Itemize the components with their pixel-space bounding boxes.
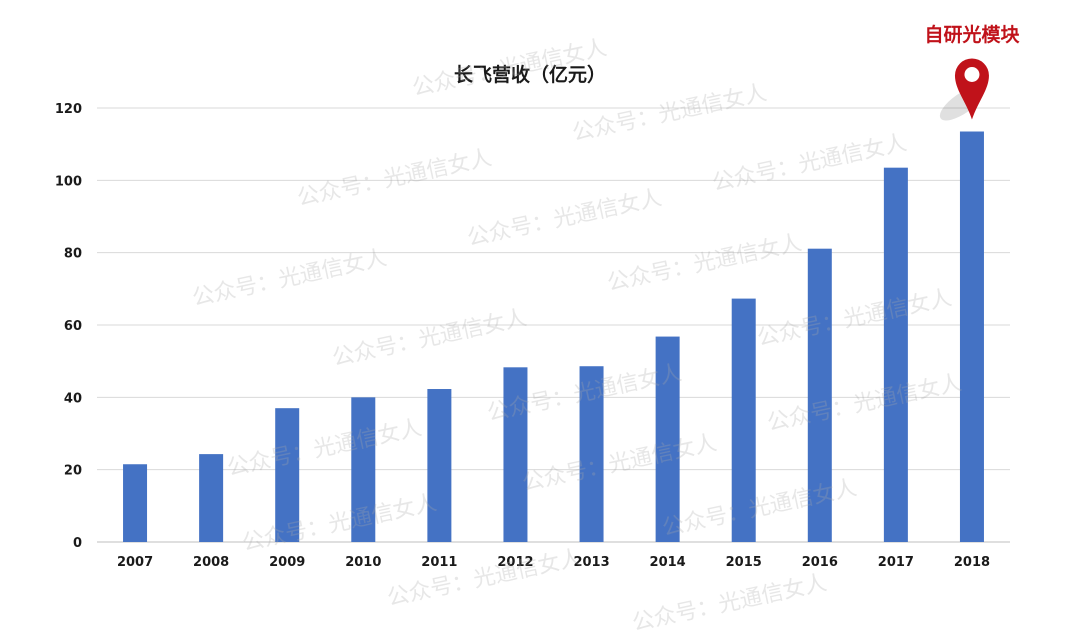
- x-tick-label: 2016: [802, 555, 838, 570]
- y-tick-label: 120: [55, 102, 82, 117]
- bar: [883, 167, 908, 543]
- x-tick-label: 2012: [497, 555, 533, 570]
- location-pin-icon: [939, 58, 989, 121]
- x-tick-label: 2009: [269, 555, 305, 570]
- bar: [579, 366, 604, 542]
- x-tick-label: 2017: [878, 555, 914, 570]
- bar: [427, 389, 452, 542]
- bar: [959, 131, 984, 542]
- x-tick-label: 2008: [193, 555, 229, 570]
- y-tick-label: 20: [64, 464, 82, 479]
- bar: [731, 298, 756, 542]
- x-tick-label: 2018: [954, 555, 990, 570]
- y-tick-label: 0: [73, 536, 82, 551]
- x-tick-label: 2013: [573, 555, 609, 570]
- bar: [655, 336, 680, 542]
- annotation-label: 自研光模块: [924, 24, 1020, 46]
- bar: [503, 367, 528, 542]
- y-tick-label: 80: [64, 247, 82, 262]
- bar: [199, 454, 224, 542]
- bar: [807, 248, 832, 542]
- x-tick-label: 2007: [117, 555, 153, 570]
- chart-title: 长飞营收（亿元）: [453, 64, 606, 86]
- y-tick-label: 100: [55, 174, 82, 189]
- x-tick-label: 2014: [650, 555, 686, 570]
- bar: [123, 464, 148, 542]
- x-tick-label: 2010: [345, 555, 381, 570]
- y-tick-label: 60: [64, 319, 82, 334]
- x-tick-label: 2011: [421, 555, 457, 570]
- bar-chart: 0 20 40 60 80 100 120 2007 2008 2009 2010 2011 2012 2…: [55, 58, 1010, 570]
- y-tick-label: 40: [64, 391, 82, 406]
- x-tick-label: 2015: [726, 555, 762, 570]
- bar: [275, 408, 300, 542]
- chart-area: 长飞营收（亿元） 自研光模块 0 20 40 60 80 100 120 2007 2008 20…: [55, 24, 1020, 636]
- bar: [351, 397, 376, 542]
